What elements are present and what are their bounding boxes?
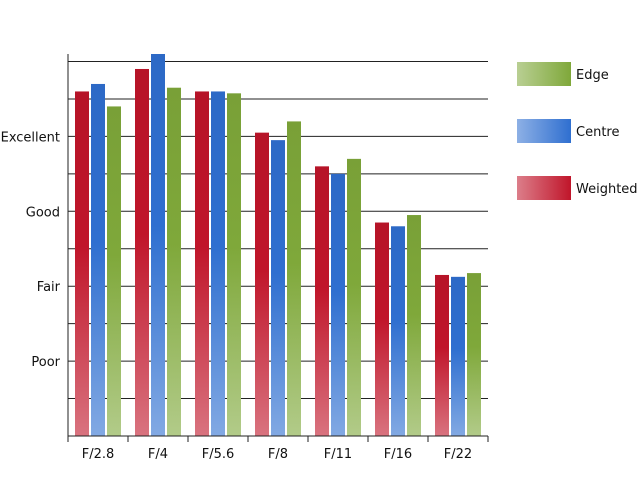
bar-edge-f-22 [467,273,481,436]
bar-weighted-f-11 [315,166,329,436]
bar-edge-f-11 [347,158,361,437]
bar-centre-f-5-6 [211,91,225,436]
bar-weighted-f-4 [135,68,149,436]
x-tick-label-f-5-6: F/5.6 [202,447,235,462]
bar-centre-f-16 [391,226,405,436]
y-tick-label-good: Good [26,205,60,220]
bar-weighted-f-16 [375,222,389,436]
x-tick-label-f-16: F/16 [384,447,412,462]
legend-label-centre: Centre [576,125,619,140]
bar-centre-f-11 [331,173,345,436]
bar-edge-f-2-8 [107,106,121,437]
bar-weighted-f-5-6 [195,91,209,436]
y-tick-label-excellent: Excellent [1,130,60,145]
y-tick-label-fair: Fair [37,280,61,295]
legend-swatch-weighted [517,176,571,200]
bars [75,54,481,437]
legend: Edge Centre Weighted [517,62,638,200]
legend-label-edge: Edge [576,68,609,83]
bar-centre-f-22 [451,276,465,436]
bar-weighted-f-8 [255,132,269,436]
x-tick-label-f-4: F/4 [148,447,168,462]
bar-edge-f-16 [407,215,421,436]
bar-weighted-f-2-8 [75,91,89,436]
x-tick-label-f-2-8: F/2.8 [82,447,115,462]
bar-edge-f-8 [287,121,301,436]
bar-centre-f-2-8 [91,83,105,436]
bar-edge-f-5-6 [227,93,241,436]
x-tick-label-f-8: F/8 [268,447,288,462]
y-tick-label-poor: Poor [31,355,60,370]
y-tick-labels: Poor Fair Good Excellent [1,130,61,370]
legend-swatch-centre [517,119,571,143]
x-tick-label-f-11: F/11 [324,447,352,462]
legend-label-weighted: Weighted [576,182,638,197]
x-tick-label-f-22: F/22 [444,447,472,462]
x-tick-labels: F/2.8 F/4 F/5.6 F/8 F/11 F/16 F/22 [82,447,472,462]
legend-swatch-edge [517,62,571,86]
bar-edge-f-4 [167,87,181,437]
bar-centre-f-4 [151,54,165,436]
bar-centre-f-8 [271,140,285,436]
bar-weighted-f-22 [435,274,449,436]
axes [67,54,489,442]
